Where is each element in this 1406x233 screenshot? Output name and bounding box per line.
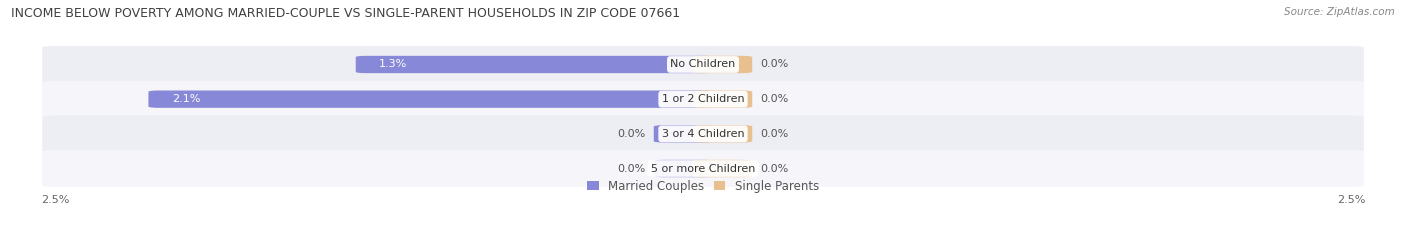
FancyBboxPatch shape [693, 125, 752, 143]
FancyBboxPatch shape [654, 160, 713, 177]
FancyBboxPatch shape [42, 116, 1364, 152]
Legend: Married Couples, Single Parents: Married Couples, Single Parents [586, 180, 820, 193]
FancyBboxPatch shape [693, 160, 752, 177]
Text: 0.0%: 0.0% [617, 164, 645, 174]
FancyBboxPatch shape [149, 90, 713, 108]
Text: 0.0%: 0.0% [761, 129, 789, 139]
Text: 0.0%: 0.0% [761, 59, 789, 69]
Text: 1.3%: 1.3% [380, 59, 408, 69]
Text: 0.0%: 0.0% [617, 129, 645, 139]
Text: 1 or 2 Children: 1 or 2 Children [662, 94, 744, 104]
FancyBboxPatch shape [42, 150, 1364, 187]
FancyBboxPatch shape [356, 56, 713, 73]
Text: 0.0%: 0.0% [761, 164, 789, 174]
Text: INCOME BELOW POVERTY AMONG MARRIED-COUPLE VS SINGLE-PARENT HOUSEHOLDS IN ZIP COD: INCOME BELOW POVERTY AMONG MARRIED-COUPL… [11, 7, 681, 20]
FancyBboxPatch shape [42, 46, 1364, 83]
Text: 0.0%: 0.0% [761, 94, 789, 104]
FancyBboxPatch shape [654, 125, 713, 143]
Text: 5 or more Children: 5 or more Children [651, 164, 755, 174]
Text: No Children: No Children [671, 59, 735, 69]
FancyBboxPatch shape [693, 56, 752, 73]
Text: 2.1%: 2.1% [172, 94, 200, 104]
FancyBboxPatch shape [42, 81, 1364, 117]
Text: Source: ZipAtlas.com: Source: ZipAtlas.com [1284, 7, 1395, 17]
FancyBboxPatch shape [693, 90, 752, 108]
Text: 3 or 4 Children: 3 or 4 Children [662, 129, 744, 139]
